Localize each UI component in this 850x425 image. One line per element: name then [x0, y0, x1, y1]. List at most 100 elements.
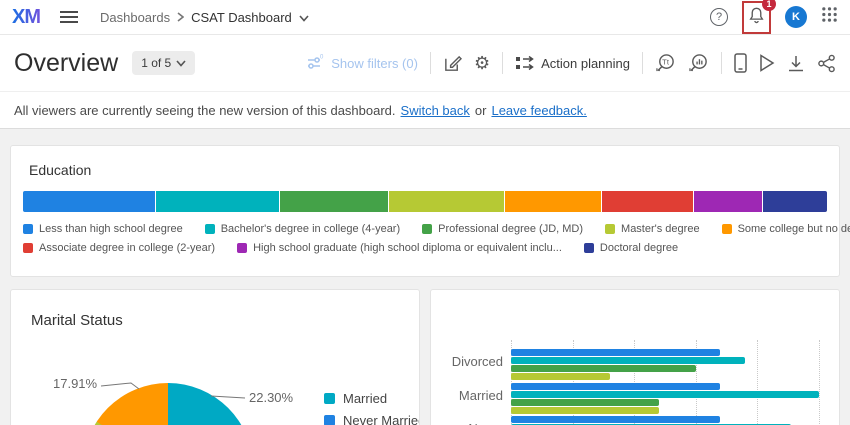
hamburger-menu-icon[interactable]: [60, 10, 78, 24]
legend-label: Some college but no degree: [737, 223, 850, 235]
pie-legend: Married Never Married: [324, 391, 419, 425]
export-download-button[interactable]: [787, 54, 805, 73]
page-title: Overview: [14, 48, 119, 77]
banner-conjunction: or: [474, 102, 487, 118]
chevron-right-icon: [177, 10, 185, 25]
play-icon: [760, 54, 775, 72]
chart-gridline: [757, 340, 759, 425]
zoom-chart-button[interactable]: [688, 53, 709, 73]
chart-gridline: [634, 340, 636, 425]
bar[interactable]: [511, 357, 746, 364]
settings-button[interactable]: ⚙: [474, 54, 490, 72]
bar[interactable]: [511, 399, 659, 406]
legend-label: Bachelor's degree in college (4-year): [220, 223, 401, 235]
bar[interactable]: [511, 349, 721, 356]
education-bar-segment[interactable]: [601, 191, 695, 212]
user-avatar[interactable]: K: [785, 6, 807, 28]
bar[interactable]: [511, 383, 721, 390]
legend-swatch: [422, 224, 433, 234]
legend-swatch: [204, 224, 215, 234]
education-legend-item[interactable]: Professional degree (JD, MD): [422, 223, 583, 235]
education-legend-item[interactable]: Associate degree in college (2-year): [23, 242, 215, 254]
page-selector[interactable]: 1 of 5: [132, 51, 196, 75]
education-bar-segment[interactable]: [280, 191, 389, 212]
education-legend-row: Associate degree in college (2-year) High…: [23, 242, 827, 254]
category-label: Married: [458, 388, 503, 403]
toolbar-divider: [502, 52, 504, 74]
pie-legend-item[interactable]: Never Married: [324, 413, 419, 425]
bar[interactable]: [511, 373, 610, 380]
action-planning-button[interactable]: Action planning: [515, 54, 630, 72]
widget-title-marital-status: Marital Status: [31, 312, 123, 329]
pie-value-label: 17.91%: [53, 376, 98, 391]
toolbar-actions: 0 Show filters (0) ⚙: [307, 52, 836, 74]
top-nav-bar: XM Dashboards CSAT Dashboard ?: [0, 0, 850, 35]
page-indicator: 1 of 5: [141, 56, 172, 70]
grouped-bar-chart: Divorced Married Never Married: [431, 290, 839, 425]
marital-status-bars-widget: Divorced Married Never Married: [430, 289, 840, 425]
education-legend-item[interactable]: Less than high school degree: [23, 223, 183, 235]
legend-swatch: [605, 224, 616, 234]
legend-swatch: [721, 224, 732, 234]
leave-feedback-link[interactable]: Leave feedback.: [491, 102, 587, 118]
share-button[interactable]: [817, 54, 836, 73]
nav-right-actions: ? 1 K: [710, 0, 838, 34]
banner-message: All viewers are currently seeing the new…: [14, 102, 396, 118]
legend-label: High school graduate (high school diplom…: [253, 242, 562, 254]
gear-icon: ⚙: [473, 53, 491, 73]
bar[interactable]: [511, 416, 721, 423]
pie-value-label: 22.30%: [249, 390, 294, 405]
toolbar-divider: [721, 52, 722, 74]
edit-pencil-icon: [445, 55, 462, 71]
education-legend-item[interactable]: Doctoral degree: [583, 242, 678, 254]
pie-legend-item[interactable]: Married: [324, 391, 419, 406]
apps-grid-icon[interactable]: [821, 6, 838, 28]
legend-swatch: [23, 224, 33, 234]
education-bar-segment[interactable]: [505, 191, 602, 212]
bar[interactable]: [511, 391, 819, 398]
legend-swatch: [237, 243, 248, 253]
legend-label: Less than high school degree: [39, 223, 183, 235]
svg-text:Tt: Tt: [662, 57, 670, 66]
notification-highlight-box: 1: [742, 0, 776, 34]
xm-logo[interactable]: XM: [12, 5, 41, 28]
show-filters-button[interactable]: 0 Show filters (0): [307, 54, 418, 73]
legend-label: Master's degree: [621, 223, 700, 235]
education-bar-segment[interactable]: [762, 191, 827, 212]
zoom-text-button[interactable]: Tt: [655, 53, 676, 73]
bar[interactable]: [511, 407, 659, 414]
chevron-down-icon[interactable]: [299, 10, 309, 25]
education-bar-segment[interactable]: [388, 191, 506, 212]
notification-bell-icon[interactable]: [747, 5, 766, 30]
action-planning-icon: [516, 55, 534, 71]
present-button[interactable]: [759, 54, 775, 72]
widget-title-education: Education: [29, 162, 92, 178]
marital-status-pie-chart[interactable]: [83, 383, 253, 425]
education-bar-segment[interactable]: [694, 191, 763, 212]
breadcrumb-current-dashboard[interactable]: CSAT Dashboard: [191, 9, 292, 25]
notification-badge: 1: [762, 0, 776, 11]
education-legend-item[interactable]: Some college but no degree: [721, 223, 850, 235]
category-label: Never Married: [431, 421, 503, 425]
legend-label: Associate degree in college (2-year): [39, 242, 216, 254]
education-legend-row: Less than high school degree Bachelor's d…: [23, 223, 850, 235]
breadcrumb-dashboards[interactable]: Dashboards: [100, 9, 171, 25]
education-bar-segment[interactable]: [155, 191, 281, 212]
education-legend-item[interactable]: High school graduate (high school diplom…: [237, 242, 562, 254]
svg-text:0: 0: [320, 54, 324, 60]
education-bar-segment[interactable]: [23, 191, 156, 212]
education-legend-item[interactable]: Bachelor's degree in college (4-year): [204, 223, 401, 235]
show-filters-label: Show filters (0): [331, 55, 418, 71]
mobile-phone-icon: [734, 53, 747, 73]
education-legend-item[interactable]: Master's degree: [605, 223, 700, 235]
bar[interactable]: [511, 365, 696, 372]
legend-swatch: [324, 415, 335, 425]
magnifier-text-icon: Tt: [656, 54, 674, 72]
mobile-preview-button[interactable]: [734, 53, 747, 73]
edit-dashboard-button[interactable]: [443, 54, 462, 73]
help-icon[interactable]: ?: [710, 8, 728, 26]
dashboard-toolbar: Overview 1 of 5 0 Show filters (0): [0, 35, 850, 91]
switch-back-link[interactable]: Switch back: [400, 102, 470, 118]
education-widget: Education Less than high school degree Ba…: [10, 145, 850, 277]
